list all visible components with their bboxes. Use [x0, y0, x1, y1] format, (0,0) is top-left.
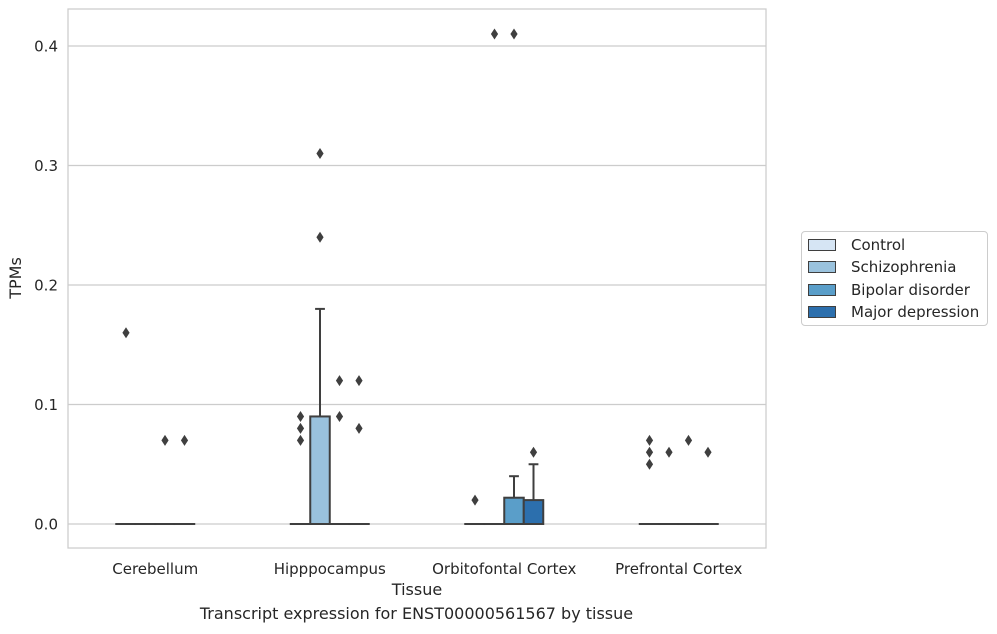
outlier-point [645, 458, 654, 470]
legend-label-bipolar-disorder: Bipolar disorder [851, 281, 970, 299]
x-axis-ticks: Cerebellum Hipppocampus Orbitofontal Corte… [112, 560, 742, 578]
legend-swatch-major-depression [808, 306, 836, 318]
legend-swatch-bipolar-disorder [808, 284, 836, 296]
y-tick-label: 0.2 [34, 277, 58, 295]
outlier-point [704, 446, 712, 458]
box-bipolar-disorder [503, 475, 525, 525]
legend-item-bipolar-disorder: Bipolar disorder [808, 280, 970, 300]
x-tick-label: Orbitofontal Cortex [432, 560, 576, 578]
legend-item-control: Control [808, 235, 905, 255]
outlier-point [665, 446, 673, 458]
boxes [115, 307, 719, 526]
outlier-point [335, 375, 344, 387]
legend: Control Schizophrenia Bipolar disorder M… [801, 231, 988, 326]
outlier-point [510, 28, 518, 40]
legend-label-major-depression: Major depression [851, 303, 980, 321]
outlier-point [296, 410, 305, 422]
x-tick-label: Prefrontal Cortex [615, 560, 742, 578]
box [309, 415, 331, 526]
box [503, 496, 525, 525]
legend-swatch-schizophrenia [808, 261, 836, 273]
y-tick-label: 0.3 [34, 157, 58, 175]
outlier-point [161, 434, 169, 446]
legend-swatch-control [808, 239, 836, 251]
x-axis-label: Tissue [391, 580, 442, 599]
outlier-point [471, 494, 479, 506]
box [522, 499, 545, 526]
outlier-point [296, 422, 305, 434]
x-tick-label: Hipppocampus [274, 560, 386, 578]
outlier-point [316, 148, 324, 160]
figure-caption: Transcript expression for ENST0000056156… [199, 604, 634, 623]
y-tick-label: 0.1 [34, 396, 58, 414]
legend-item-major-depression: Major depression [808, 302, 979, 322]
outlier-point [645, 434, 654, 446]
y-tick-label: 0.0 [34, 516, 58, 534]
legend-label-schizophrenia: Schizophrenia [851, 258, 957, 276]
gridlines [68, 45, 766, 525]
outlier-point [529, 446, 538, 458]
outlier-point [335, 410, 344, 422]
outlier-point [355, 375, 363, 387]
outlier-point [684, 434, 693, 446]
outlier-point [122, 327, 130, 339]
outlier-point [316, 231, 324, 243]
outlier-point [645, 446, 654, 458]
y-tick-label: 0.4 [34, 38, 58, 56]
legend-item-schizophrenia: Schizophrenia [808, 257, 956, 277]
outlier-point [296, 434, 305, 446]
legend-label-control: Control [851, 236, 906, 254]
y-axis-label: TPMs [6, 257, 25, 300]
outlier-point [490, 28, 499, 40]
y-axis-ticks: 0.0 0.1 0.2 0.3 0.4 [34, 38, 58, 534]
outliers [122, 28, 712, 506]
box-major-depression [522, 463, 545, 526]
outlier-point [355, 422, 363, 434]
box-schizophrenia [309, 307, 331, 526]
x-tick-label: Cerebellum [112, 560, 198, 578]
outlier-point [180, 434, 189, 446]
plot-area-frame [67, 8, 767, 549]
